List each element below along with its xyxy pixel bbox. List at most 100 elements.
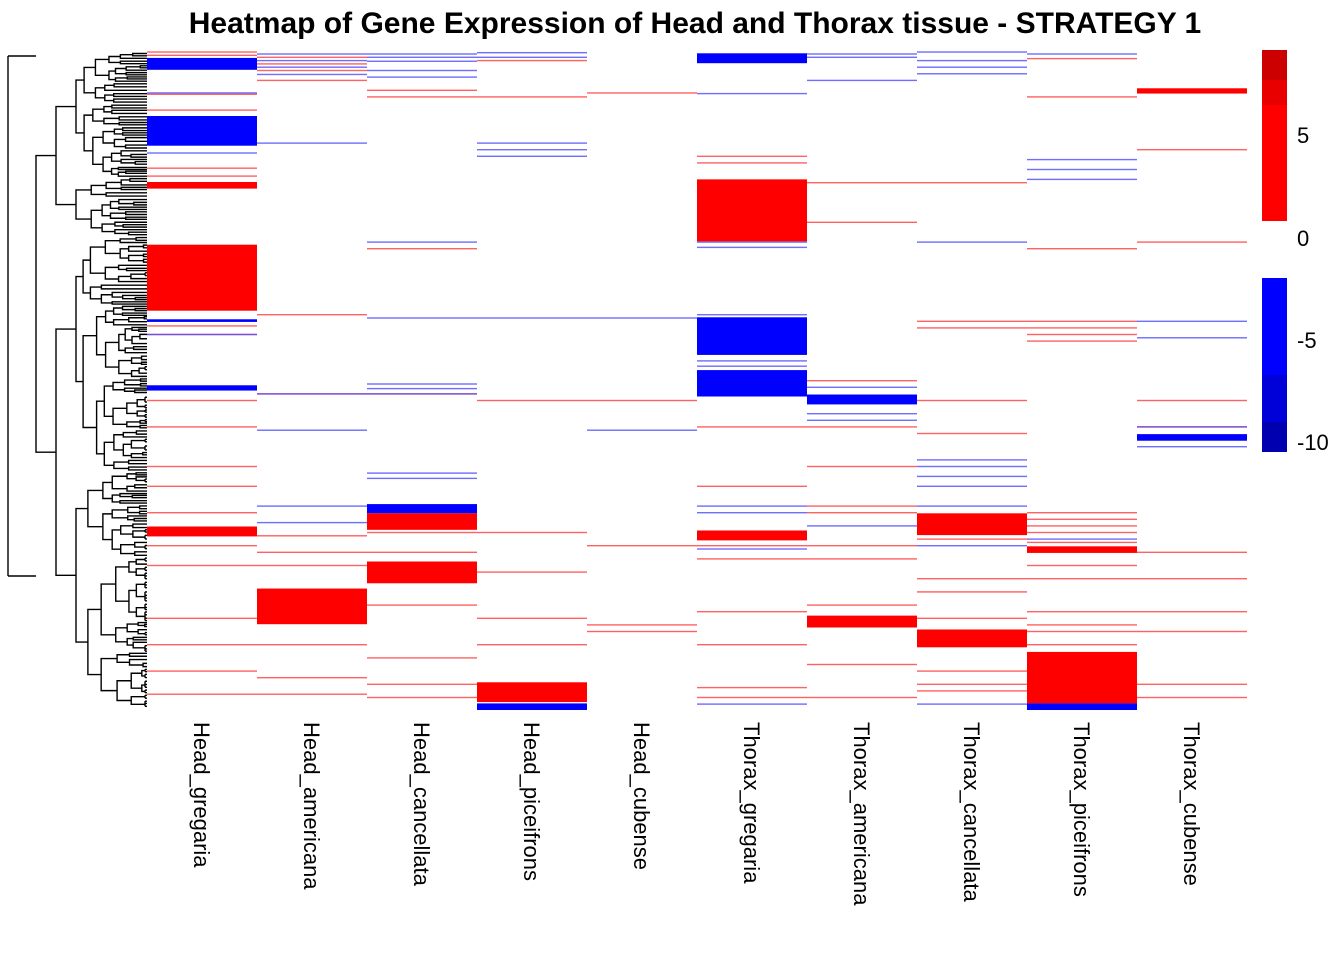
heatmap-line-Thorax_gregaria bbox=[697, 558, 807, 560]
heatmap-line-Thorax_cubense bbox=[1137, 446, 1247, 448]
heatmap-line-Thorax_americana bbox=[807, 558, 917, 560]
heatmap-line-Thorax_gregaria bbox=[697, 92, 807, 95]
heatmap-line-Thorax_gregaria bbox=[697, 155, 807, 157]
heatmap-block-Thorax_americana bbox=[807, 615, 917, 628]
heatmap-block-Thorax_cubense bbox=[1137, 434, 1247, 441]
heatmap-line-Thorax_gregaria bbox=[697, 241, 807, 243]
heatmap-line-Head_piceifrons bbox=[477, 644, 587, 646]
heatmap-line-Head_cubense bbox=[587, 624, 697, 626]
heatmap-line-Thorax_gregaria bbox=[697, 703, 807, 705]
column-label-Thorax_piceifrons: Thorax_piceifrons bbox=[1069, 722, 1094, 897]
legend-tick-label: -10 bbox=[1297, 430, 1329, 455]
heatmap-block-Head_gregaria bbox=[147, 182, 257, 189]
heatmap-line-Thorax_cancellata bbox=[917, 690, 1027, 692]
heatmap-line-Head_americana bbox=[257, 551, 367, 553]
heatmap-line-Head_gregaria bbox=[147, 152, 257, 154]
heatmap-line-Thorax_americana bbox=[807, 505, 917, 507]
heatmap-line-Thorax_gregaria bbox=[697, 426, 807, 428]
legend-tick-label: -5 bbox=[1297, 328, 1317, 353]
heatmap-line-Thorax_cubense bbox=[1137, 320, 1247, 322]
heatmap-line-Head_piceifrons bbox=[477, 571, 587, 573]
heatmap-block-Thorax_piceifrons bbox=[1027, 546, 1137, 553]
heatmap-line-Head_americana bbox=[257, 79, 367, 82]
heatmap-line-Thorax_piceifrons bbox=[1027, 320, 1137, 322]
heatmap-line-Thorax_cancellata bbox=[917, 591, 1027, 593]
heatmap-line-Head_americana bbox=[257, 69, 367, 72]
heatmap-line-Head_cancellata bbox=[367, 477, 477, 480]
heatmap-line-Thorax_cubense bbox=[1137, 683, 1247, 685]
heatmap-line-Thorax_americana bbox=[807, 386, 917, 388]
heatmap-line-Thorax_cancellata bbox=[917, 51, 1027, 53]
heatmap-line-Head_gregaria bbox=[147, 109, 257, 111]
legend-tick-label: 5 bbox=[1297, 123, 1309, 148]
heatmap-line-Thorax_gregaria bbox=[697, 644, 807, 646]
heatmap-cells bbox=[147, 51, 1247, 710]
heatmap-line-Thorax_gregaria bbox=[697, 512, 807, 514]
heatmap-line-Thorax_americana bbox=[807, 525, 917, 527]
heatmap-line-Thorax_americana bbox=[807, 512, 917, 514]
heatmap-line-Head_cubense bbox=[587, 317, 697, 319]
heatmap-line-Thorax_cancellata bbox=[917, 241, 1027, 243]
heatmap-line-Head_americana bbox=[257, 66, 367, 68]
heatmap-line-Head_americana bbox=[257, 521, 367, 524]
heatmap-line-Head_cubense bbox=[587, 92, 697, 94]
heatmap-line-Head_cancellata bbox=[367, 69, 477, 72]
heatmap-block-Head_gregaria bbox=[147, 244, 257, 311]
heatmap-line-Thorax_gregaria bbox=[697, 365, 807, 367]
heatmap-line-Head_cancellata bbox=[367, 60, 477, 62]
column-label-Head_piceifrons: Head_piceifrons bbox=[519, 722, 544, 881]
heatmap-line-Thorax_cancellata bbox=[917, 670, 1027, 672]
column-label-Head_americana: Head_americana bbox=[299, 722, 324, 890]
heatmap-block-Thorax_gregaria bbox=[697, 317, 807, 355]
color-legend: 5 0 -5 -10 bbox=[1262, 50, 1329, 455]
column-label-Thorax_gregaria: Thorax_gregaria bbox=[739, 722, 764, 884]
heatmap-line-Head_cancellata bbox=[367, 89, 477, 91]
heatmap-block-Head_cancellata bbox=[367, 513, 477, 530]
legend-swatch-negative-high bbox=[1262, 422, 1287, 452]
heatmap-line-Head_americana bbox=[257, 644, 367, 646]
heatmap-line-Head_cancellata bbox=[367, 393, 477, 395]
column-label-Thorax_cancellata: Thorax_cancellata bbox=[959, 722, 984, 903]
heatmap-line-Thorax_cancellata bbox=[917, 465, 1027, 468]
heatmap-block-Head_gregaria bbox=[147, 116, 257, 146]
heatmap-line-Head_piceifrons bbox=[477, 142, 587, 144]
dendrogram-branches bbox=[7, 52, 147, 707]
heatmap-line-Thorax_piceifrons bbox=[1027, 644, 1137, 646]
heatmap-line-Thorax_cubense bbox=[1137, 696, 1247, 699]
heatmap-block-Thorax_piceifrons bbox=[1027, 651, 1137, 704]
heatmap-line-Head_piceifrons bbox=[477, 317, 587, 319]
heatmap-block-Head_cancellata bbox=[367, 504, 477, 514]
heatmap-block-Thorax_cubense bbox=[1137, 88, 1247, 94]
heatmap-line-Head_gregaria bbox=[147, 399, 257, 402]
heatmap-block-Head_gregaria bbox=[147, 319, 257, 322]
heatmap-block-Thorax_gregaria bbox=[697, 530, 807, 541]
legend-swatch-positive-low bbox=[1262, 105, 1287, 221]
heatmap-block-Thorax_gregaria bbox=[697, 370, 807, 397]
heatmap-line-Head_gregaria bbox=[147, 512, 257, 514]
heatmap-line-Thorax_piceifrons bbox=[1027, 512, 1137, 514]
heatmap-line-Head_cubense bbox=[587, 429, 697, 431]
heatmap-line-Thorax_americana bbox=[807, 56, 917, 58]
heatmap-line-Head_piceifrons bbox=[477, 59, 587, 62]
heatmap-line-Thorax_cancellata bbox=[917, 59, 1027, 62]
heatmap-line-Thorax_piceifrons bbox=[1027, 158, 1137, 161]
heatmap-line-Thorax_americana bbox=[807, 182, 917, 184]
heatmap-line-Thorax_americana bbox=[807, 419, 917, 421]
heatmap-line-Thorax_cancellata bbox=[917, 485, 1027, 487]
heatmap-line-Thorax_cubense bbox=[1137, 611, 1247, 613]
heatmap-line-Head_americana bbox=[257, 677, 367, 679]
heatmap-line-Thorax_americana bbox=[807, 53, 917, 55]
heatmap-line-Head_gregaria bbox=[147, 93, 257, 95]
heatmap-line-Thorax_cancellata bbox=[917, 432, 1027, 435]
legend-swatch-positive-high bbox=[1262, 50, 1287, 80]
heatmap-line-Head_gregaria bbox=[147, 54, 257, 57]
heatmap-line-Head_cancellata bbox=[367, 472, 477, 474]
heatmap-line-Thorax_gregaria bbox=[697, 360, 807, 362]
heatmap-line-Thorax_americana bbox=[807, 465, 917, 468]
heatmap-line-Thorax_americana bbox=[807, 426, 917, 428]
heatmap-line-Head_gregaria bbox=[147, 465, 257, 468]
heatmap-line-Head_cancellata bbox=[367, 248, 477, 250]
heatmap-line-Thorax_americana bbox=[807, 380, 917, 382]
heatmap-line-Thorax_piceifrons bbox=[1027, 611, 1137, 613]
